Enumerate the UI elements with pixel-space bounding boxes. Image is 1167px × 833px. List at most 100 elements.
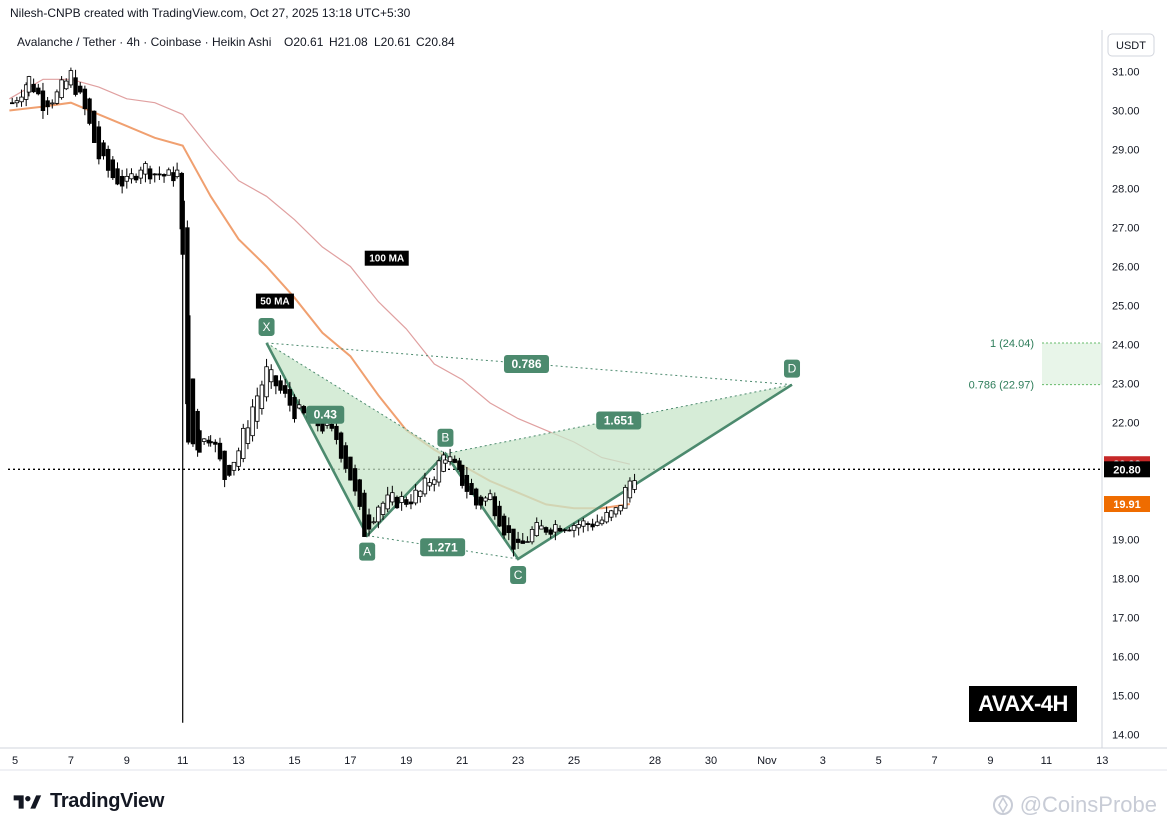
point-label-text: C (514, 568, 523, 582)
candle-body (548, 529, 553, 535)
candle-body (487, 493, 493, 500)
candle-body (469, 483, 474, 495)
ratio-label: 1.651 (596, 411, 642, 430)
candle-body (78, 85, 83, 93)
candle-body (287, 389, 293, 406)
candle-body (180, 200, 185, 255)
x-tick-label: 3 (820, 755, 826, 767)
watermark-icon (992, 795, 1013, 815)
tradingview-icon (13, 794, 42, 809)
candle-body (269, 369, 274, 383)
candle-body (604, 512, 609, 523)
candle-body (436, 460, 442, 483)
candle-body (464, 474, 470, 492)
candle-body (427, 482, 432, 487)
currency-button[interactable] (1107, 33, 1155, 57)
candle-body (567, 529, 572, 532)
candle-body (259, 384, 265, 410)
x-tick-label: 9 (124, 755, 130, 767)
y-tick-label: 28.00 (1112, 184, 1140, 196)
candle-body (101, 142, 106, 157)
y-tick-label: 15.00 (1112, 691, 1140, 703)
price-axis-badge: 20.80 (1104, 461, 1150, 478)
candle-body (562, 529, 567, 532)
candle-body (31, 83, 36, 93)
candle-body (64, 80, 69, 90)
candle-body (14, 100, 20, 104)
candle-body (492, 496, 498, 517)
y-tick-label: 19.00 (1112, 535, 1140, 547)
ma-label-bg (364, 250, 409, 266)
ratio-label: 1.271 (420, 538, 466, 557)
ma-label: 50 MA (255, 293, 294, 309)
point-label-text: A (363, 545, 371, 559)
candle-body (264, 366, 269, 398)
x-tick-label: 19 (400, 755, 412, 767)
y-tick-label: 31.00 (1112, 67, 1140, 79)
candle-body (432, 479, 437, 485)
candle-body (91, 110, 97, 143)
pattern-point-c: C (510, 566, 527, 584)
candle-body (197, 430, 202, 453)
candle-body (418, 490, 423, 497)
candle-body (376, 506, 381, 523)
instrument-label: Avalanche / Tether · 4h · Coinbase · Hei… (17, 35, 271, 49)
x-tick-label: 23 (512, 755, 524, 767)
candle-body (40, 90, 46, 111)
price-badge-bg (1104, 496, 1150, 513)
candle-body (404, 499, 409, 505)
candle-body (627, 480, 633, 499)
tradingview-brand: TradingView (50, 790, 165, 812)
high-value: H21.08 (329, 35, 368, 49)
candle-body (201, 438, 207, 442)
price-badge-text: 20.80 (1113, 464, 1141, 476)
y-tick-label: 22.00 (1112, 418, 1140, 430)
tradingview-logo[interactable]: TradingView (12, 790, 164, 813)
candle-body (501, 515, 507, 536)
ratio-label: 0.786 (503, 355, 549, 373)
candle-body (380, 502, 386, 515)
x-tick-label: 13 (1096, 755, 1108, 767)
point-label-text: X (263, 320, 271, 334)
candle-body (539, 525, 544, 530)
candle-body (443, 459, 448, 464)
candle-body (133, 175, 139, 181)
point-label-bg (359, 542, 376, 561)
x-tick-label: 28 (649, 755, 661, 767)
y-tick-label: 16.00 (1112, 652, 1140, 664)
candle-body (213, 441, 218, 445)
harmonic-legs (265, 342, 793, 561)
candle-body (26, 76, 32, 93)
candle-body (110, 159, 116, 179)
candle-body (408, 501, 414, 505)
candle-body (534, 522, 539, 537)
candle-body (618, 505, 623, 512)
y-tick-label: 25.00 (1112, 301, 1140, 313)
candle-body (282, 385, 288, 394)
candle-body (82, 88, 88, 110)
chart-author-line: Nilesh-CNPB created with TradingView.com… (10, 6, 411, 20)
ratio-label-text: 0.43 (314, 408, 338, 422)
candle-body (292, 396, 297, 420)
harmonic-ratio-line (266, 342, 446, 455)
low-value: L20.61 (374, 35, 411, 49)
candle-body (329, 423, 334, 429)
candle-body (613, 507, 619, 515)
candle-body (334, 425, 339, 440)
target-label: 1 (24.04) (990, 338, 1034, 350)
watermark-text: @CoinsProbe (1019, 792, 1157, 817)
y-tick-label: 24.00 (1112, 340, 1140, 352)
x-tick-label: 7 (68, 755, 74, 767)
candle-body (497, 505, 502, 527)
candle-body (157, 173, 162, 176)
watermark: @CoinsProbe (992, 792, 1157, 818)
candle-body (115, 168, 120, 185)
x-tick-label: Nov (757, 755, 777, 767)
ma-label-text: 100 MA (369, 254, 404, 265)
pattern-point-a: A (359, 542, 376, 561)
candle-body (87, 98, 92, 124)
candle-body (483, 497, 488, 502)
candle-body (632, 480, 637, 490)
x-tick-label: 11 (177, 755, 188, 767)
